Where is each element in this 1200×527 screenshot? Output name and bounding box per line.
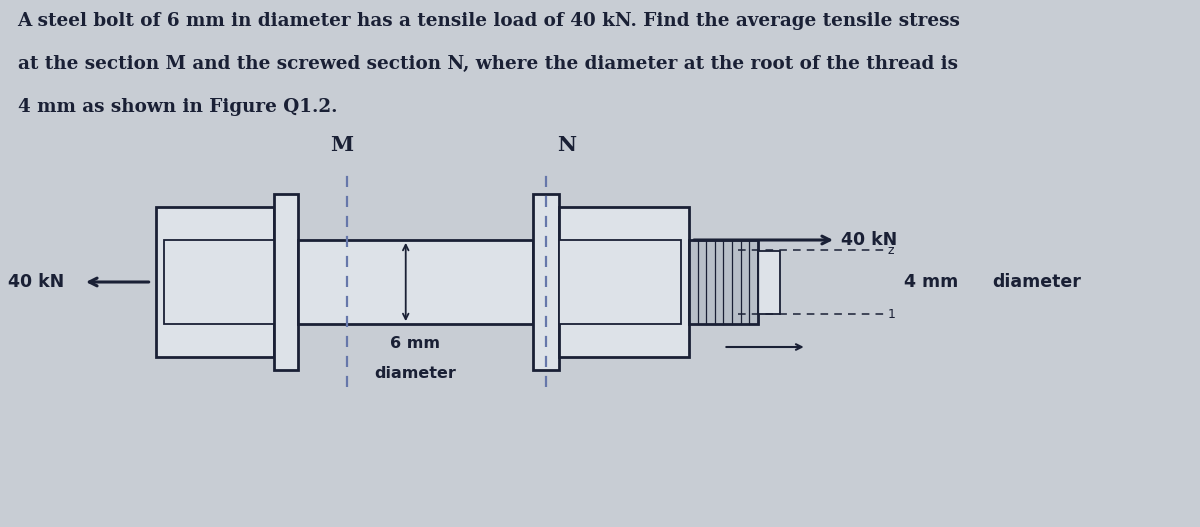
Text: 6 mm: 6 mm	[390, 336, 440, 351]
Text: 1: 1	[888, 307, 895, 320]
Text: 4 mm: 4 mm	[905, 273, 959, 291]
Text: at the section M and the screwed section N, where the diameter at the root of th: at the section M and the screwed section…	[18, 55, 958, 73]
Bar	[274, 194, 298, 370]
Text: M: M	[331, 135, 354, 155]
Text: N: N	[558, 135, 576, 155]
Text: 40 kN: 40 kN	[841, 231, 898, 249]
Bar	[164, 240, 274, 324]
Text: 4 mm as shown in Figure Q1.2.: 4 mm as shown in Figure Q1.2.	[18, 98, 337, 116]
Bar	[298, 240, 533, 324]
Bar	[156, 207, 274, 357]
Text: z: z	[888, 243, 894, 257]
Text: diameter: diameter	[992, 273, 1081, 291]
Text: A steel bolt of 6 mm in diameter has a tensile load of 40 kN. Find the average t: A steel bolt of 6 mm in diameter has a t…	[18, 12, 960, 30]
Bar	[689, 240, 757, 324]
Bar	[559, 240, 682, 324]
Text: 40 kN: 40 kN	[8, 273, 64, 291]
Text: diameter: diameter	[374, 366, 456, 381]
Bar	[559, 207, 689, 357]
Bar	[757, 250, 780, 314]
Bar	[533, 194, 559, 370]
